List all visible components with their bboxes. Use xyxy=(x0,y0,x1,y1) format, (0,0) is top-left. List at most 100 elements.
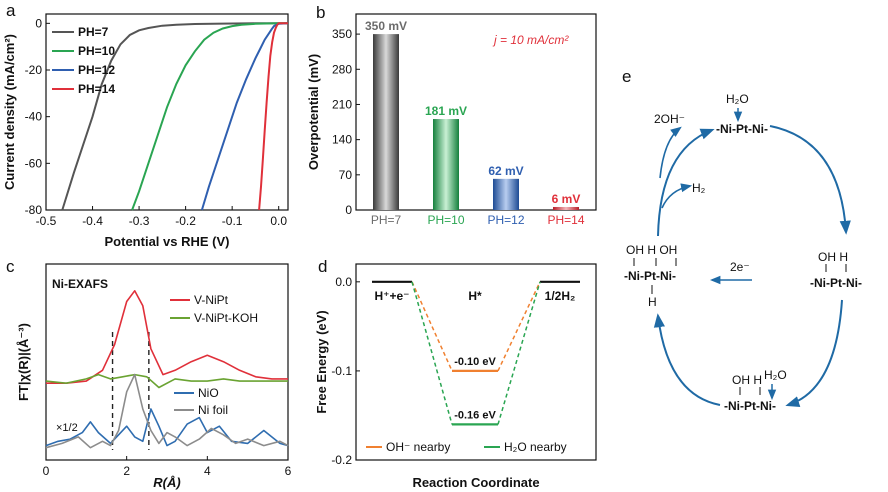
panel-d-connector xyxy=(411,281,453,425)
panel-a-y-tick-label: -20 xyxy=(25,63,43,77)
panel-a-line-ph-12 xyxy=(200,22,289,211)
panel-b-category-label: PH=10 xyxy=(427,213,464,227)
electron-label: 2e⁻ xyxy=(730,260,750,274)
panel-b-bars: 350 mV PH=7 181 mV PH=10 62 mV PH=12 6 mV PH=14 xyxy=(365,19,585,227)
panel-c-x-tick-label: 0 xyxy=(43,464,50,478)
panel-a-frame xyxy=(45,13,289,211)
panel-b-value-label: 181 mV xyxy=(425,104,467,118)
panel-a-legend-label: PH=12 xyxy=(78,63,115,77)
panel-d-state-labels: H⁺+e⁻ H* 1/2H₂ xyxy=(374,289,575,303)
panel-c-line-v-nipt-koh xyxy=(45,373,288,389)
panel-b-bar-ph-7 xyxy=(373,34,399,210)
panel-b-value-label: 350 mV xyxy=(365,19,407,33)
panel-d-legend-label: OH⁻ nearby xyxy=(386,440,450,454)
panel-c-legend: V-NiPt V-NiPt-KOH NiO Ni foil xyxy=(170,293,258,417)
panel-d-energy-label: -0.10 eV xyxy=(454,356,496,368)
panel-label-a: a xyxy=(6,1,16,20)
panel-d-y-axis: 0.0 -0.1 -0.2 xyxy=(331,275,360,467)
panel-b-y-axis: 0 70 140 210 280 350 xyxy=(332,27,360,217)
top-h2o-label: H₂O xyxy=(726,92,749,106)
left-structure: -Ni-Pt-Ni- xyxy=(624,269,676,283)
panel-c-x-tick-label: 6 xyxy=(285,464,292,478)
panel-c-x-tick-label: 2 xyxy=(123,464,130,478)
cycle-arrow-left-top xyxy=(657,128,715,237)
panel-c-legend-label: V-NiPt-KOH xyxy=(194,311,258,325)
oh-release-arrow xyxy=(659,126,682,179)
panel-b-y-label: Overpotential (mV) xyxy=(306,54,321,170)
panel-a-y-tick-label: -60 xyxy=(25,156,43,170)
panel-d-y-tick-label: -0.1 xyxy=(331,364,352,378)
panel-label-d: d xyxy=(318,257,327,276)
panel-c-scale-note: ×1/2 xyxy=(56,422,78,434)
panel-a: a -0.5 -0.4 -0.3 -0.2 -0.1 0.0 0-20-40-60-80 … xyxy=(2,1,289,249)
panel-c-legend-label: Ni foil xyxy=(198,403,228,417)
panel-c-series-lines xyxy=(45,289,289,449)
panel-a-y-tick-label: -40 xyxy=(25,110,43,124)
panel-b-value-label: 6 mV xyxy=(552,192,581,206)
panel-b-y-tick-label: 140 xyxy=(332,133,352,147)
panel-c: c Ni-EXAFS ×1/2 V-NiPt V-NiPt-KOH NiO Ni fo… xyxy=(6,257,292,490)
panel-d-y-tick-label: -0.2 xyxy=(331,453,352,467)
panel-label-b: b xyxy=(316,3,325,22)
panel-b: b 0 70 140 210 280 350 350 mV PH=7 181 mV PH=10 6… xyxy=(306,3,597,227)
panel-b-value-label: 62 mV xyxy=(488,164,523,178)
panel-d-state-label: 1/2H₂ xyxy=(545,289,576,303)
panel-b-annotation: j = 10 mA/cm² xyxy=(492,33,569,47)
cycle-arrow-bottom-left xyxy=(653,313,721,406)
panel-a-legend: PH=7 PH=10 PH=12 PH=14 xyxy=(52,25,115,96)
panel-a-x-tick-label: -0.1 xyxy=(222,214,243,228)
panel-c-y-label: FT|χ(R)|(Å⁻³) xyxy=(16,323,31,401)
cycle-arrow-right-bottom xyxy=(785,299,843,407)
panel-label-e: e xyxy=(622,67,631,86)
panel-a-x-tick-label: -0.4 xyxy=(82,214,103,228)
panel-c-dashed-guides xyxy=(111,332,150,450)
panel-a-x-label: Potential vs RHE (V) xyxy=(105,234,230,249)
panel-b-bar-ph-14 xyxy=(553,206,579,210)
panel-a-legend-label: PH=10 xyxy=(78,44,115,58)
panel-c-frame xyxy=(45,263,289,461)
panel-d-legend: OH⁻ nearby H₂O nearby xyxy=(366,440,567,454)
panel-c-x-label: R(Å) xyxy=(153,475,180,490)
panel-a-line-ph-14 xyxy=(258,22,288,211)
panel-b-y-tick-label: 0 xyxy=(345,203,352,217)
panel-a-x-tick-label: -0.5 xyxy=(36,214,57,228)
panel-d-connector xyxy=(497,281,541,425)
right-structure: -Ni-Pt-Ni- xyxy=(810,276,862,290)
panel-d-energy-label: -0.16 eV xyxy=(454,409,496,421)
panel-a-y-tick-label: -80 xyxy=(25,203,43,217)
panel-b-frame xyxy=(355,13,597,211)
panel-b-category-label: PH=7 xyxy=(371,213,402,227)
panel-a-y-label: Current density (mA/cm²) xyxy=(2,34,17,190)
bottom-oh-h-label: OH H xyxy=(732,373,762,387)
panel-a-x-axis: -0.5 -0.4 -0.3 -0.2 -0.1 0.0 xyxy=(36,206,287,228)
left-h-label: H xyxy=(648,295,657,309)
panel-b-y-tick-label: 70 xyxy=(339,168,353,182)
panel-d-state-label: H* xyxy=(468,289,482,303)
panel-c-x-tick-label: 4 xyxy=(204,464,211,478)
panel-d-connector xyxy=(411,281,453,372)
panel-c-legend-label: NiO xyxy=(198,386,219,400)
cycle-arrow-top-right xyxy=(769,125,851,235)
panel-a-line-ph-10 xyxy=(131,22,288,211)
panel-c-x-axis: 0 2 4 6 xyxy=(43,456,292,478)
panel-a-y-axis: 0 -20 -40 -60 -80 xyxy=(25,16,50,217)
top-structure: -Ni-Pt-Ni- xyxy=(716,122,768,136)
panel-a-y-tick-label: 0 xyxy=(35,16,42,30)
panel-a-line-ph-7 xyxy=(61,22,288,211)
bottom-h2o-label: H₂O xyxy=(764,368,787,382)
left-oh-h-oh-label: OH H OH xyxy=(626,243,677,257)
panel-d-connector xyxy=(497,281,541,372)
panel-b-category-label: PH=12 xyxy=(487,213,524,227)
panel-a-legend-label: PH=7 xyxy=(78,25,109,39)
panel-c-line-ni-foil xyxy=(45,373,289,449)
panel-d: d 0.0 -0.1 -0.2 H⁺+e⁻ H* 1/2H₂ -0.10 eV -0.16… xyxy=(314,257,597,490)
product-oh-label: 2OH⁻ xyxy=(654,112,685,126)
panel-c-line-v-nipt xyxy=(46,289,288,385)
product-h2-label: H₂ xyxy=(692,181,706,195)
panel-a-x-tick-label: -0.2 xyxy=(175,214,196,228)
panel-d-y-tick-label: 0.0 xyxy=(335,275,352,289)
panel-b-bar-ph-10 xyxy=(433,119,459,210)
panel-a-x-tick-label: 0.0 xyxy=(270,214,287,228)
panel-d-x-label: Reaction Coordinate xyxy=(412,475,539,490)
